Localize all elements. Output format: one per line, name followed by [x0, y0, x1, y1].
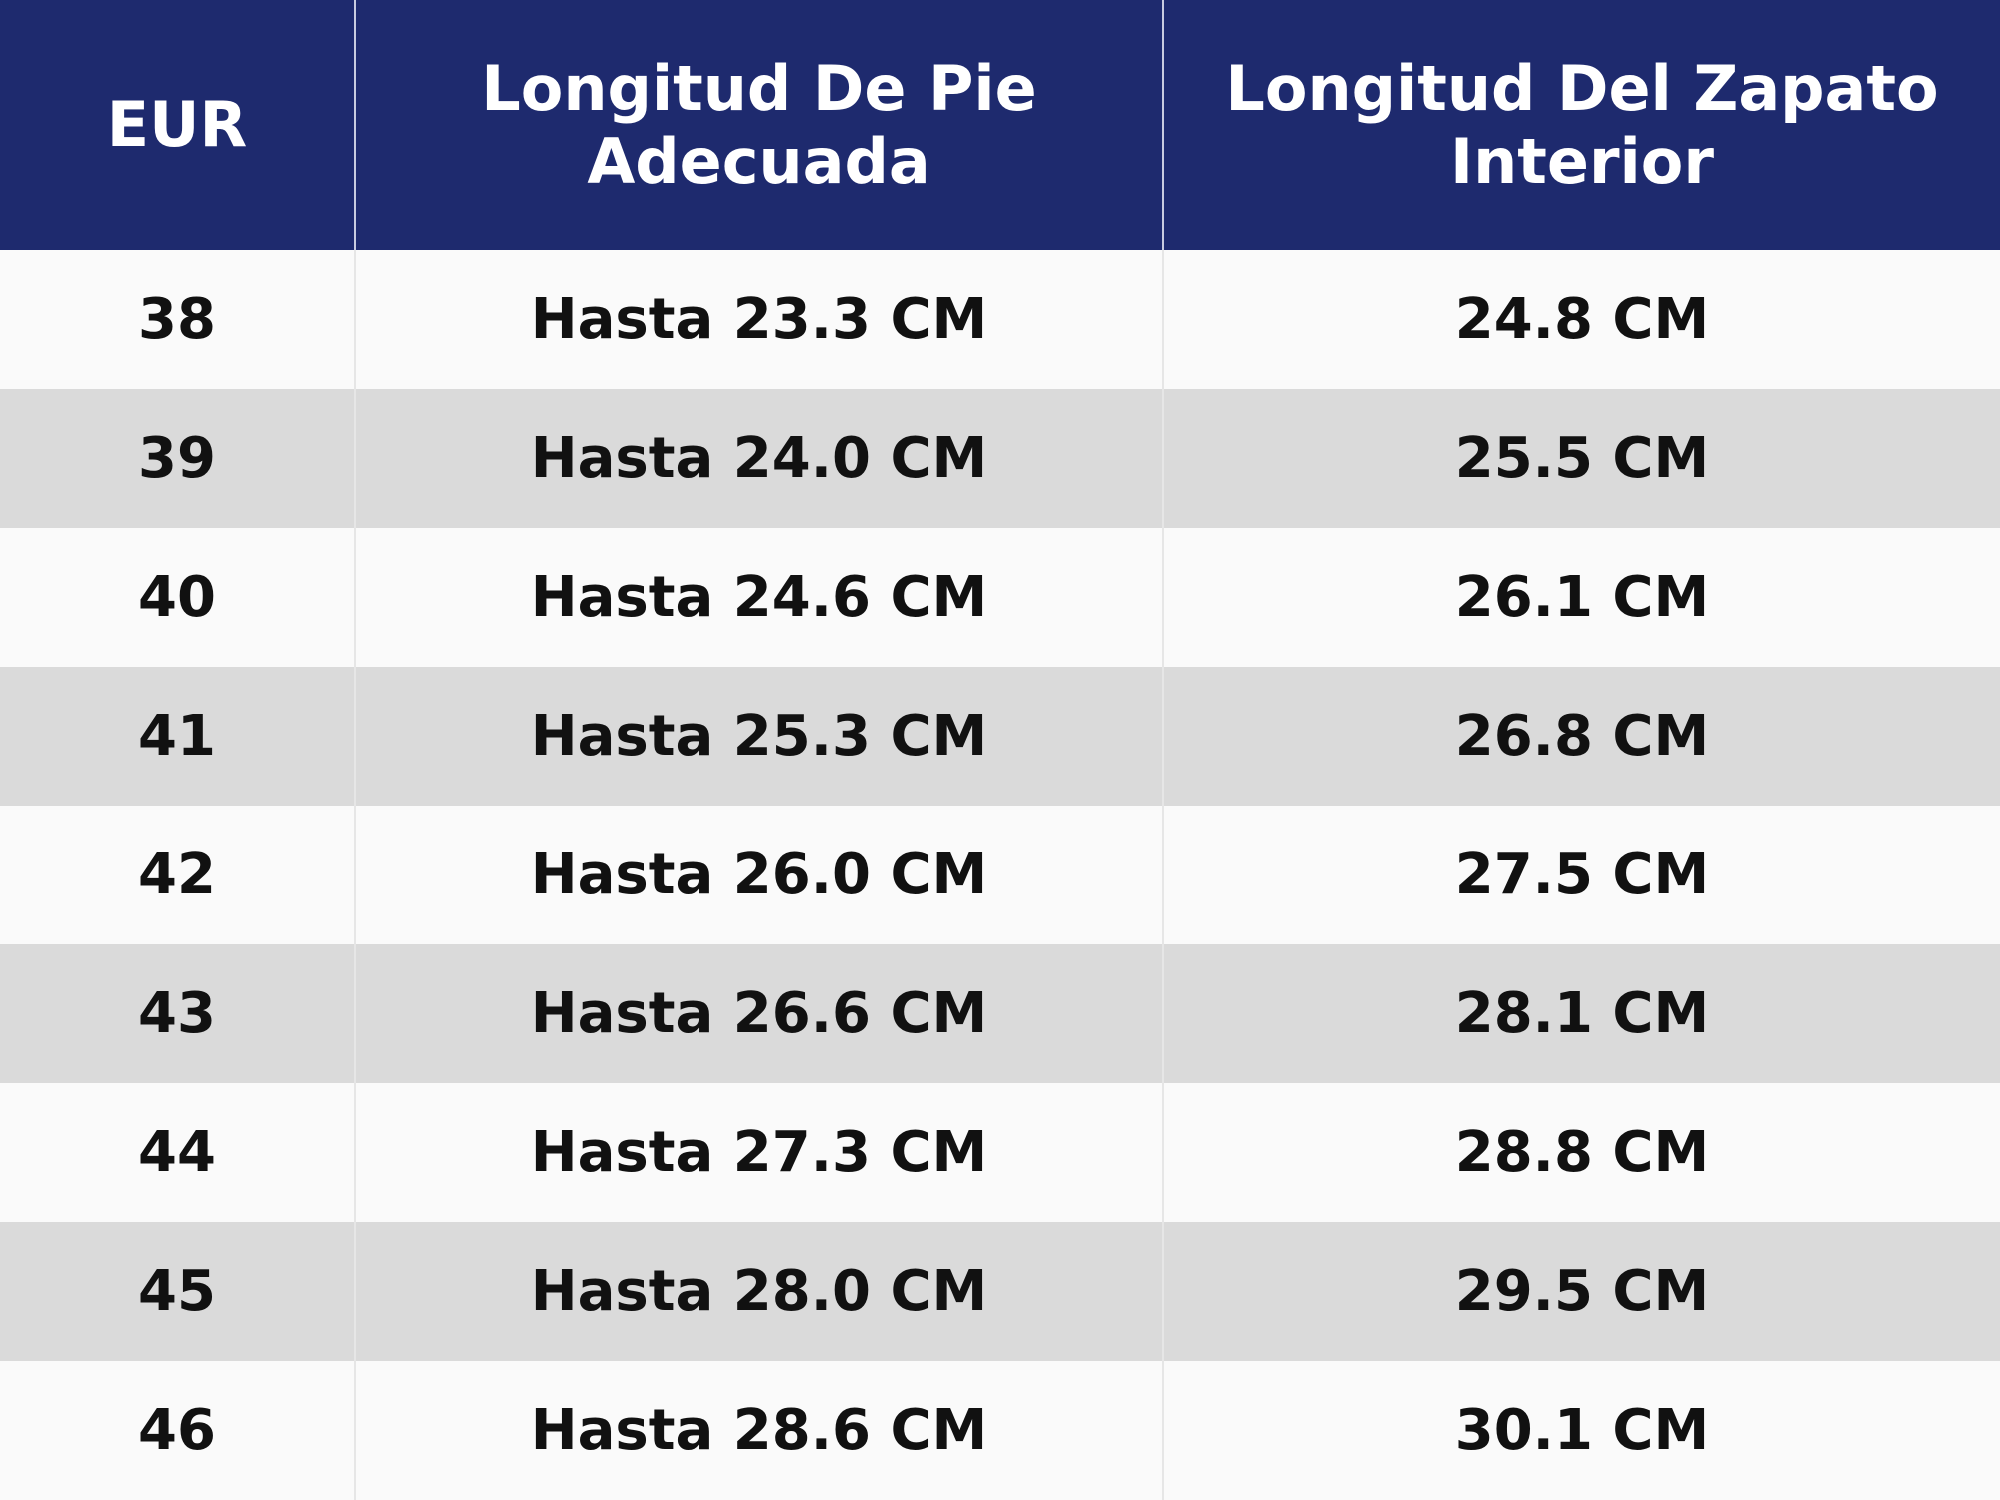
table-cell: 29.5 CM — [1163, 1222, 2000, 1361]
table-cell: 41 — [0, 666, 356, 806]
table-row: 40 Hasta 24.6 CM 26.1 CM — [0, 527, 2000, 667]
table-cell: 24.8 CM — [1163, 250, 2000, 389]
table-cell: 39 — [0, 388, 356, 528]
table-row: 45 Hasta 28.0 CM 29.5 CM — [0, 1222, 2000, 1361]
table-cell: Hasta 26.0 CM — [355, 805, 1164, 945]
table-body: 38 Hasta 23.3 CM 24.8 CM 39 Hasta 24.0 CM 25.… — [0, 250, 2000, 1500]
table-cell: 28.8 CM — [1163, 1083, 2000, 1223]
table-cell: 45 — [0, 1222, 356, 1361]
table-cell: 38 — [0, 250, 356, 389]
table-row: 41 Hasta 25.3 CM 26.8 CM — [0, 666, 2000, 806]
table-cell: Hasta 28.6 CM — [355, 1361, 1164, 1500]
table-cell: 42 — [0, 805, 356, 945]
table-cell: Hasta 24.0 CM — [355, 388, 1164, 528]
table-row: 39 Hasta 24.0 CM 25.5 CM — [0, 388, 2000, 528]
header-row: EUR Longitud De Pie Adecuada Longitud Del … — [0, 0, 2000, 250]
table-cell: 44 — [0, 1083, 356, 1223]
table-cell: Hasta 23.3 CM — [355, 250, 1164, 389]
table-row: 38 Hasta 23.3 CM 24.8 CM — [0, 250, 2000, 389]
table-cell: Hasta 28.0 CM — [355, 1222, 1164, 1361]
table-cell: 40 — [0, 527, 356, 667]
table-cell: Hasta 26.6 CM — [355, 944, 1164, 1084]
table-cell: 46 — [0, 1361, 356, 1500]
table-row: 43 Hasta 26.6 CM 28.1 CM — [0, 944, 2000, 1084]
table-cell: 26.8 CM — [1163, 666, 2000, 806]
table-cell: Hasta 27.3 CM — [355, 1083, 1164, 1223]
table-cell: Hasta 25.3 CM — [355, 666, 1164, 806]
table-cell: Hasta 24.6 CM — [355, 527, 1164, 667]
table-row: 42 Hasta 26.0 CM 27.5 CM — [0, 805, 2000, 945]
header-cell: Longitud De Pie Adecuada — [355, 0, 1164, 250]
table-cell: 28.1 CM — [1163, 944, 2000, 1084]
table-cell: 27.5 CM — [1163, 805, 2000, 945]
table-header: EUR Longitud De Pie Adecuada Longitud Del … — [0, 0, 2000, 250]
table-row: 46 Hasta 28.6 CM 30.1 CM — [0, 1361, 2000, 1500]
table-cell: 30.1 CM — [1163, 1361, 2000, 1500]
table-cell: 25.5 CM — [1163, 388, 2000, 528]
table-cell: 43 — [0, 944, 356, 1084]
header-cell: EUR — [0, 0, 356, 250]
table-cell: 26.1 CM — [1163, 527, 2000, 667]
header-cell: Longitud Del Zapato Interior — [1163, 0, 2000, 250]
table-row: 44 Hasta 27.3 CM 28.8 CM — [0, 1083, 2000, 1223]
